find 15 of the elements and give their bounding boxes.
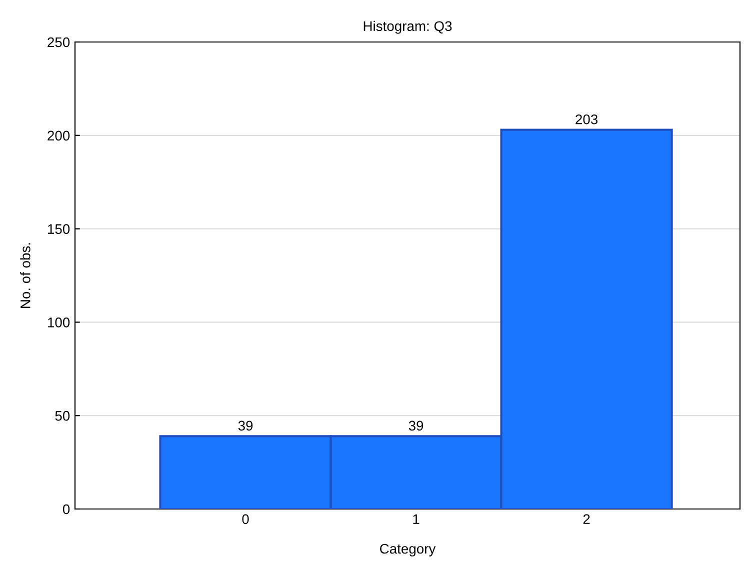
x-axis-title: Category <box>380 544 436 556</box>
y-axis-title: No. of obs. <box>20 243 30 308</box>
chart-title: Histogram: Q3 <box>364 20 452 34</box>
x-tick-label: 2 <box>583 514 590 524</box>
data-label: 39 <box>238 420 253 431</box>
x-tick-label: 1 <box>413 514 420 524</box>
y-tick-label: 50 <box>55 410 70 421</box>
data-label: 203 <box>576 114 598 124</box>
y-tick-label: 250 <box>48 37 70 48</box>
y-tick-label: 200 <box>48 130 70 141</box>
x-tick-label: 0 <box>242 514 249 524</box>
y-tick-label: 0 <box>62 504 70 514</box>
y-tick-label: 100 <box>48 318 70 328</box>
y-tick-label: 150 <box>48 224 70 234</box>
data-label: 39 <box>408 420 424 431</box>
